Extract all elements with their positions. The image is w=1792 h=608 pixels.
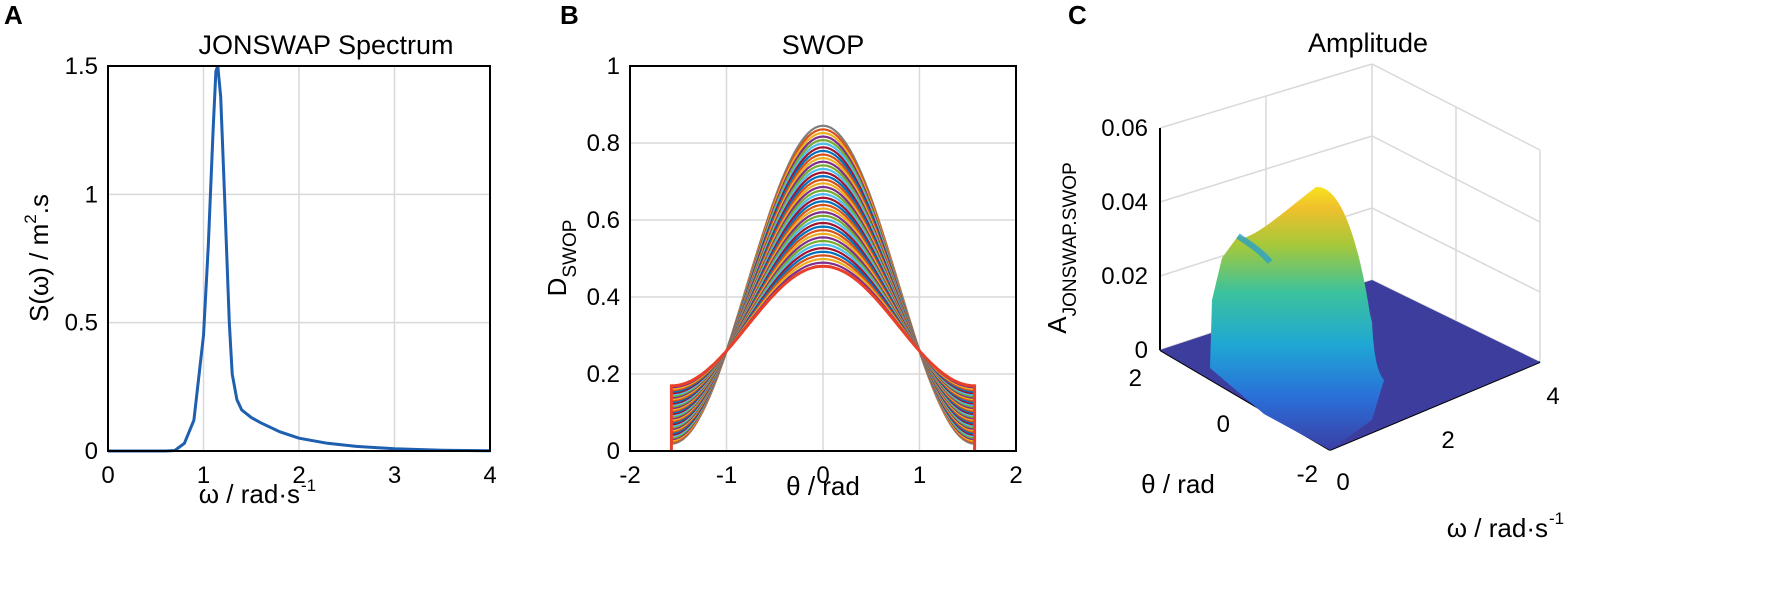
panel-a-frame: [107, 65, 491, 452]
panel-a-ylabel-group: S(ω) / m2.s: [21, 194, 54, 322]
panel-c-surface-ridge: [1210, 186, 1384, 450]
panel-c-ztick-label: 0: [1135, 337, 1148, 364]
panel-a-xtick-label: 1: [197, 462, 210, 489]
panel-c-ztick-label: 0.06: [1101, 115, 1148, 142]
panel-a-xlabel-main: ω / rad·s: [199, 479, 300, 509]
panel-c-xlabel: ω / rad·s: [1447, 513, 1548, 543]
panel-letter-b: B: [560, 0, 579, 30]
panel-c-title: Amplitude: [1308, 28, 1428, 58]
panel-b-curve: [669, 264, 977, 451]
panel-a-grid: [107, 65, 491, 452]
panel-b-ytick-label: 0.2: [587, 361, 620, 388]
panel-c-zlabel-main: A: [1042, 316, 1072, 334]
panel-c-ytick-label: -2: [1297, 461, 1318, 488]
panel-c-ytick-label: 2: [1129, 365, 1142, 392]
panel-c-ztick-label: 0.02: [1101, 263, 1148, 290]
panel-c-xtick-label: 0: [1336, 469, 1349, 496]
panel-b-ytick-label: 0.8: [587, 130, 620, 157]
panel-b-xtick-label: -2: [619, 462, 640, 489]
panel-a-xtick-label: 3: [388, 462, 401, 489]
panel-b-ylabel-main: D: [542, 278, 572, 297]
panel-a-xlabel: ω / rad·s: [199, 479, 300, 509]
panel-c-xlabel-main: ω / rad·s: [1447, 513, 1548, 543]
panel-a-ytick-label: 0.5: [65, 310, 98, 337]
panel-b-xtick-label: 1: [913, 462, 926, 489]
panel-a-xtick-label: 2: [292, 462, 305, 489]
panel-a-spectrum-line: [108, 65, 491, 453]
panel-c-xtick-label: 4: [1546, 383, 1559, 410]
panel-b-xtick-label: 0: [816, 462, 829, 489]
panel-c-xtick-label: 2: [1441, 427, 1454, 454]
panel-a-chart: 0 1 2 3 4 0 0.5 1 1.5 JONSWAP Spectrum ω / rad·s…: [21, 30, 497, 509]
panel-b-ytick-label: 1: [607, 53, 620, 80]
panel-b-frame: [629, 65, 1017, 452]
panel-b-ylabel-group: DSWOP: [542, 220, 581, 297]
panel-b-curves: [669, 124, 977, 451]
panel-a-ylabel: S(ω) / m2.s: [21, 194, 54, 322]
panel-a-ylabel-main: S(ω) / m: [24, 224, 54, 322]
panel-b-title: SWOP: [782, 30, 865, 60]
panel-a-ylabel-suffix: .s: [24, 194, 54, 214]
panel-c-xlabel-superscript: -1: [1549, 509, 1564, 528]
panel-b-xlabel: θ / rad: [786, 471, 860, 501]
panel-c-ytick-label: 0: [1217, 411, 1230, 438]
panel-a-ytick-label: 0: [85, 438, 98, 465]
panel-a-title: JONSWAP Spectrum: [198, 30, 453, 60]
panel-b-ylabel: DSWOP: [542, 220, 581, 297]
panel-letter-a: A: [4, 0, 23, 30]
panel-a-xtick-label: 4: [483, 462, 496, 489]
panel-a-xtick-label: 0: [101, 462, 114, 489]
panel-c-zlabel: AJONSWAP.SWOP: [1042, 162, 1081, 333]
panel-b-chart: -2 -1 0 1 200.20.40.60.81 SWOP θ / rad DSWOP: [542, 30, 1023, 501]
panel-a-ylabel-superscript: 2: [21, 214, 40, 223]
panel-b-xtick-label: -1: [716, 462, 737, 489]
panel-b-ytick-label: 0.4: [587, 284, 620, 311]
panel-c-surface-edge: [1236, 233, 1273, 264]
panel-c-zlabel-group: AJONSWAP.SWOP: [1042, 162, 1081, 333]
panel-letter-c: C: [1068, 0, 1087, 30]
panel-a-xlabel-superscript: -1: [301, 476, 316, 495]
panel-a-ytick-label: 1: [85, 181, 98, 208]
panel-c-ylabel: θ / rad: [1141, 469, 1215, 499]
panel-c-ztick-label: 0.04: [1101, 189, 1148, 216]
panel-b-ytick-label: 0: [607, 438, 620, 465]
panel-b-ytick-label: 0.6: [587, 207, 620, 234]
panel-b-ylabel-subscript: SWOP: [560, 220, 581, 278]
panel-b-xtick-label: 2: [1009, 462, 1022, 489]
panel-a-ytick-label: 1.5: [65, 53, 98, 80]
panel-a-ticks: 0 1 2 3 4 0 0.5 1 1.5: [65, 53, 497, 489]
panel-c-zlabel-subscript: JONSWAP.SWOP: [1060, 162, 1081, 316]
panel-b-ticks: -2 -1 0 1 2 0 0.2 0.4 0.6 0.8 1: [587, 53, 1023, 489]
